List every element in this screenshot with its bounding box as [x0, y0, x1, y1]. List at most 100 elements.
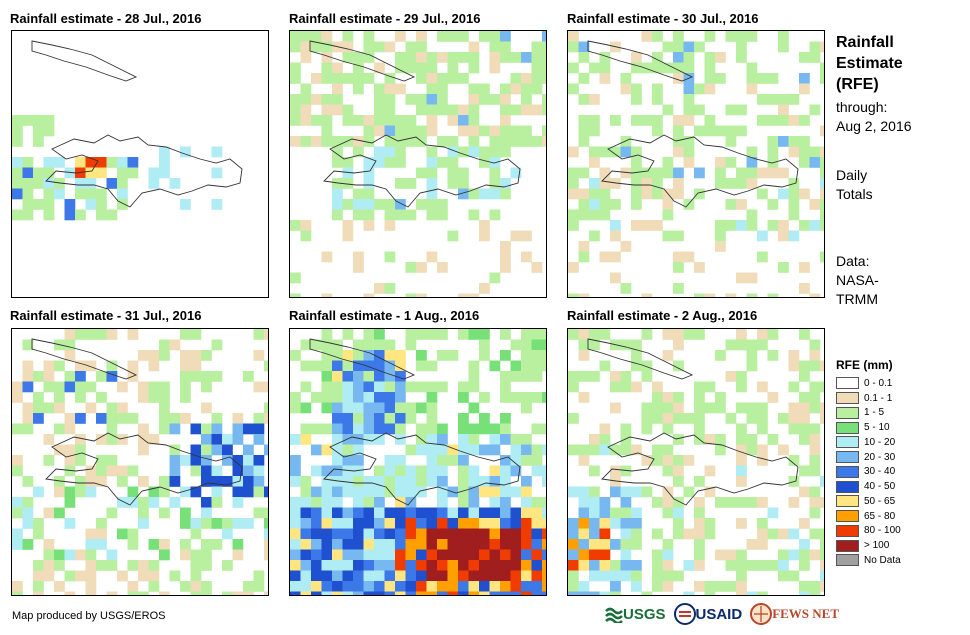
rainfall-cell [321, 293, 333, 297]
rainfall-cell [201, 581, 212, 592]
rainfall-cell [704, 486, 716, 498]
rainfall-cell [332, 188, 343, 200]
rainfall-cell [426, 402, 438, 414]
rainfall-cell [641, 360, 653, 372]
rainfall-cell [127, 528, 139, 540]
rainfall-cell [437, 73, 448, 84]
rainfall-cell [683, 83, 695, 95]
rainfall-cell [631, 115, 642, 126]
rainfall-cell [694, 293, 705, 297]
rainfall-cell [673, 402, 684, 414]
rainfall-cell [799, 549, 810, 561]
rainfall-cell [33, 486, 44, 498]
rainfall-cell [405, 381, 417, 393]
rainfall-cell [746, 209, 758, 221]
rainfall-cell [599, 360, 611, 372]
rainfall-cell [599, 549, 611, 561]
legend-swatch [836, 539, 859, 552]
rainfall-cell [416, 486, 427, 498]
rainfall-cell [353, 262, 364, 273]
rainfall-cell [610, 465, 621, 477]
rainfall-cell [405, 52, 417, 63]
rainfall-cell [290, 220, 301, 231]
rainfall-cell [437, 423, 448, 435]
rainfall-cell [96, 167, 107, 179]
rainfall-cell [568, 178, 579, 189]
rainfall-cell [704, 465, 716, 477]
rainfall-cell [321, 381, 333, 393]
rainfall-cell [426, 251, 438, 263]
rainfall-cell [405, 581, 417, 592]
rainfall-cell [243, 476, 254, 487]
rainfall-cell [374, 329, 385, 340]
rainfall-cell [531, 360, 543, 372]
rainfall-cell [542, 136, 546, 147]
rainfall-cell [426, 167, 438, 179]
rainfall-cell [22, 178, 34, 189]
legend-swatch [836, 480, 859, 493]
rainfall-cell [620, 560, 632, 571]
rainfall-cell [253, 507, 265, 519]
rainfall-cell [447, 350, 459, 361]
rainfall-cell [568, 486, 579, 498]
rainfall-cell [127, 497, 139, 508]
rainfall-cell [426, 476, 438, 487]
rainfall-cell [253, 434, 265, 445]
rainfall-cell [426, 178, 438, 189]
rainfall-cell [746, 146, 758, 158]
rainfall-cell [778, 41, 789, 53]
legend-swatch [836, 510, 859, 523]
rainfall-cell [363, 31, 375, 42]
rainfall-cell [736, 581, 747, 592]
rainfall-cell [510, 371, 522, 382]
rainfall-cell [531, 518, 543, 529]
rainfall-cell [683, 486, 695, 498]
rainfall-cell [767, 167, 779, 179]
rainfall-cell [778, 230, 789, 242]
rainfall-cell [395, 560, 406, 571]
rainfall-cell [332, 518, 343, 529]
rainfall-cell [468, 115, 480, 126]
rainfall-cell [85, 402, 97, 414]
legend-item: 0 - 0.1 [836, 376, 901, 391]
rainfall-cell [332, 371, 343, 382]
rainfall-cell [363, 115, 375, 126]
rainfall-cell [264, 528, 268, 540]
rainfall-cell [405, 41, 417, 53]
rainfall-cell [33, 413, 44, 424]
rainfall-cell [85, 465, 97, 477]
rainfall-cell [778, 115, 789, 126]
rainfall-cell [363, 539, 375, 550]
rainfall-cell [374, 283, 385, 294]
legend-item: 65 - 80 [836, 509, 901, 524]
legend-swatch [836, 451, 859, 464]
rainfall-cell [578, 350, 590, 361]
rainfall-cell [620, 465, 632, 477]
rainfall-cell [64, 209, 76, 221]
rainfall-cell [531, 52, 543, 63]
rainfall-cell [363, 381, 375, 393]
rainfall-cell [500, 549, 511, 561]
rainfall-cell [458, 570, 469, 582]
rainfall-cell [673, 31, 684, 42]
rainfall-cell [531, 560, 543, 571]
rainfall-cell [300, 528, 312, 540]
rainfall-cell [75, 371, 86, 382]
rainfall-cell [211, 371, 223, 382]
rainfall-cell [458, 329, 469, 340]
rainfall-cell [521, 392, 532, 403]
rainfall-cell [500, 136, 511, 147]
rainfall-cell [54, 486, 65, 498]
rainfall-cell [437, 455, 448, 466]
rainfall-cell [85, 560, 97, 571]
rainfall-cell [22, 115, 34, 126]
rainfall-cell [521, 507, 532, 519]
rainfall-cell [363, 591, 375, 595]
rainfall-cell [479, 125, 490, 137]
rainfall-cell [148, 167, 160, 179]
legend-swatch [836, 465, 859, 478]
rainfall-cell [715, 581, 726, 592]
rainfall-cell [673, 507, 684, 519]
rainfall-cell [290, 497, 301, 508]
